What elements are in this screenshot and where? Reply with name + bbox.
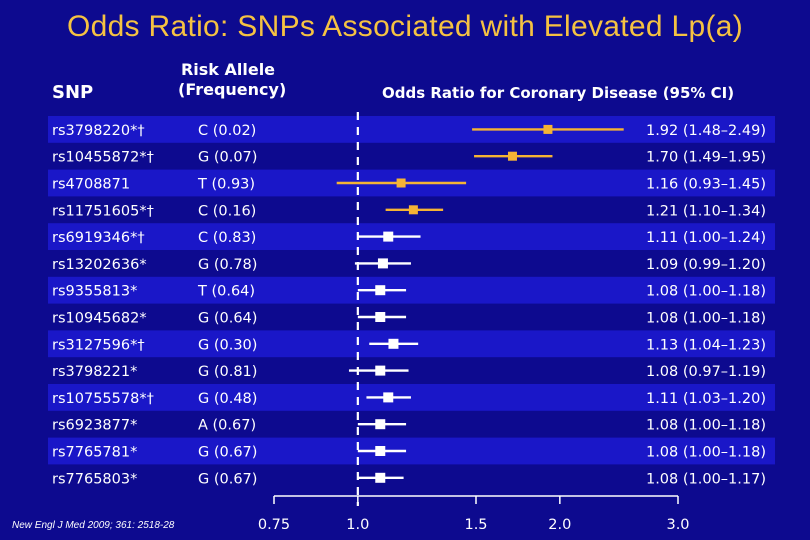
- slide-title: Odds Ratio: SNPs Associated with Elevate…: [66, 10, 744, 43]
- odds-ratio-marker: [396, 178, 406, 188]
- citation: New Engl J Med 2009; 361: 2518-28: [12, 520, 175, 531]
- snp-label: rs10455872*†: [52, 150, 154, 166]
- risk-allele-header-line2: (Frequency): [178, 80, 287, 99]
- allele-label: G (0.48): [198, 391, 257, 407]
- snp-label: rs3127596*†: [52, 337, 145, 353]
- odds-ratio-marker: [375, 285, 386, 296]
- odds-ratio-marker: [388, 338, 399, 349]
- ci-label: 1.08 (0.97–1.19): [646, 364, 766, 380]
- row-band: [48, 384, 775, 411]
- ci-label: 1.11 (1.03–1.20): [646, 391, 766, 407]
- allele-label: A (0.67): [198, 418, 256, 434]
- allele-label: G (0.07): [198, 150, 257, 166]
- ci-label: 1.16 (0.93–1.45): [646, 177, 766, 193]
- snp-label: rs6923877*: [52, 418, 137, 434]
- ci-label: 1.09 (0.99–1.20): [646, 257, 766, 273]
- row-band: [48, 276, 775, 304]
- ci-label: 1.11 (1.00–1.24): [646, 230, 766, 246]
- odds-ratio-marker: [408, 205, 418, 215]
- ci-label: 1.21 (1.10–1.34): [646, 203, 766, 219]
- odds-ratio-marker: [383, 231, 394, 242]
- ci-label: 1.08 (1.00–1.18): [646, 418, 766, 434]
- allele-label: G (0.64): [198, 311, 257, 327]
- odds-ratio-column-header: Odds Ratio for Coronary Disease (95% CI): [382, 84, 735, 102]
- x-tick-label: 1.0: [346, 517, 369, 533]
- row-band: [48, 116, 775, 143]
- allele-label: T (0.93): [197, 177, 255, 193]
- snp-label: rs9355813*: [52, 284, 137, 300]
- x-tick-label: 0.75: [258, 517, 290, 533]
- ci-label: 1.70 (1.49–1.95): [646, 150, 766, 166]
- snp-label: rs10755578*†: [52, 391, 154, 407]
- odds-ratio-marker: [377, 258, 388, 269]
- snp-label: rs7765803*: [52, 471, 137, 487]
- odds-ratio-marker: [375, 472, 386, 483]
- ci-label: 1.08 (1.00–1.18): [646, 311, 766, 327]
- snp-label: rs3798221*: [52, 364, 137, 380]
- odds-ratio-marker: [375, 446, 386, 456]
- ci-label: 1.08 (1.00–1.18): [646, 284, 766, 300]
- snp-label: rs10945682*: [52, 311, 147, 327]
- odds-ratio-marker: [543, 124, 553, 134]
- x-tick-label: 3.0: [666, 517, 689, 533]
- allele-label: G (0.81): [198, 364, 257, 380]
- snp-label: rs4708871: [52, 177, 130, 193]
- snp-label: rs6919346*†: [52, 230, 145, 246]
- risk-allele-column-header: Risk Allele (Frequency): [178, 60, 287, 100]
- allele-label: G (0.30): [198, 337, 257, 353]
- allele-label: G (0.67): [198, 471, 257, 487]
- ci-label: 1.08 (1.00–1.18): [646, 445, 766, 461]
- odds-ratio-marker: [507, 151, 517, 161]
- allele-label: G (0.78): [198, 257, 257, 273]
- odds-ratio-marker: [375, 365, 386, 376]
- allele-label: T (0.64): [197, 284, 255, 300]
- allele-label: C (0.83): [198, 230, 256, 246]
- snp-column-header: SNP: [52, 82, 94, 103]
- odds-ratio-marker: [375, 312, 386, 322]
- odds-ratio-marker: [383, 392, 394, 403]
- risk-allele-header-line1: Risk Allele: [180, 60, 276, 79]
- snp-label: rs7765781*: [52, 445, 137, 461]
- allele-label: G (0.67): [198, 445, 257, 461]
- odds-ratio-marker: [375, 419, 386, 430]
- ci-label: 1.08 (1.00–1.17): [646, 471, 766, 487]
- allele-label: C (0.02): [198, 123, 256, 139]
- snp-label: rs11751605*†: [52, 203, 154, 219]
- allele-label: C (0.16): [198, 203, 256, 219]
- row-band: [48, 437, 775, 465]
- ci-label: 1.92 (1.48–2.49): [646, 123, 766, 139]
- x-tick-label: 1.5: [464, 517, 487, 533]
- snp-label: rs3798220*†: [52, 123, 145, 139]
- snp-label: rs13202636*: [52, 257, 147, 273]
- ci-label: 1.13 (1.04–1.23): [646, 337, 766, 353]
- x-tick-label: 2.0: [548, 517, 571, 533]
